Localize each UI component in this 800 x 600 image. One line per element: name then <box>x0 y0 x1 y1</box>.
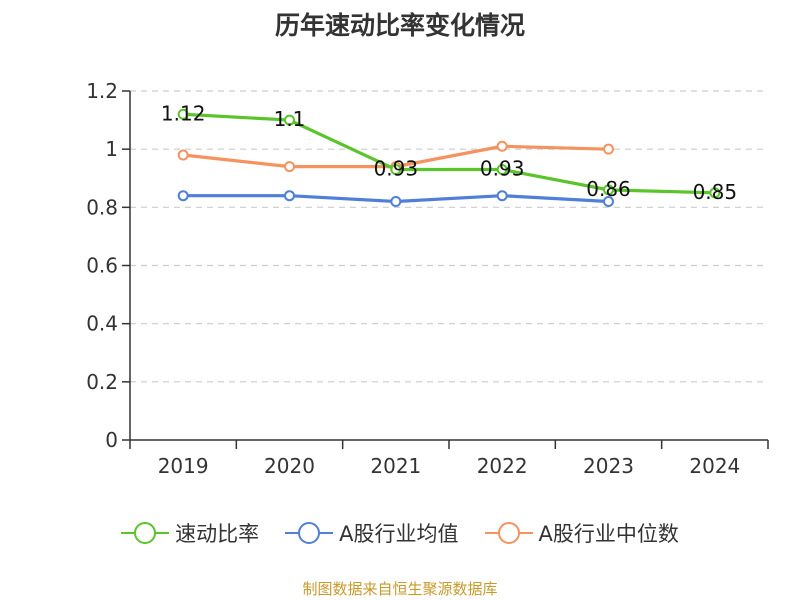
series-point-0 <box>709 187 721 199</box>
x-tick-label: 2022 <box>477 454 528 478</box>
series-point-0 <box>496 164 508 176</box>
series-point-1 <box>603 196 614 208</box>
data-label: 1.12 <box>161 101 206 125</box>
series-point-1 <box>496 190 508 202</box>
series-point-2 <box>496 140 508 152</box>
legend-swatch-quick-ratio <box>121 521 170 545</box>
legend-item-quick-ratio[interactable]: 速动比率 <box>121 518 259 548</box>
data-labels: 1.12 1.1 0.93 0.93 0.86 0.85 <box>161 101 737 204</box>
series-point-0 <box>390 164 402 176</box>
legend-item-industry-median[interactable]: A股行业中位数 <box>484 518 679 548</box>
x-tick-label: 2021 <box>370 454 421 478</box>
series-point-2 <box>284 161 295 173</box>
data-label: 0.93 <box>480 157 525 181</box>
legend-swatch-industry-average <box>285 521 334 545</box>
y-tick-label: 0 <box>105 428 118 452</box>
series-point-0 <box>284 114 295 126</box>
y-tick-label: 0.6 <box>86 254 118 278</box>
data-label: 1.1 <box>274 107 306 131</box>
x-tick-label: 2020 <box>264 454 315 478</box>
data-label: 0.93 <box>374 157 419 181</box>
y-tick-label: 1 <box>105 137 118 161</box>
data-label: 0.86 <box>586 177 631 201</box>
series-point-0 <box>603 184 614 196</box>
series-lines <box>177 108 721 208</box>
legend-label-quick-ratio: 速动比率 <box>175 522 260 546</box>
y-tick-label: 0.8 <box>86 195 118 219</box>
series-point-2 <box>177 149 189 161</box>
legend: 速动比率 A股行业均值 A股行业中位数 <box>0 518 800 548</box>
chart-title: 历年速动比率变化情况 <box>274 11 525 40</box>
y-tick-label: 0.4 <box>86 312 118 336</box>
legend-label-industry-median: A股行业中位数 <box>538 522 679 546</box>
series-point-0 <box>177 108 189 120</box>
y-tick-label: 0.2 <box>86 370 118 394</box>
series-point-1 <box>177 190 189 202</box>
series-line-0 <box>183 112 715 195</box>
source-note: 制图数据来自恒生聚源数据库 <box>302 580 498 598</box>
x-tick-label: 2019 <box>158 454 209 478</box>
series-point-1 <box>284 190 295 202</box>
x-tick-label: 2023 <box>583 454 634 478</box>
y-tick-label: 1.2 <box>86 79 118 103</box>
data-label: 0.85 <box>693 180 738 204</box>
series-point-2 <box>603 143 614 155</box>
x-tick-label: 2024 <box>689 454 740 478</box>
grid-lines <box>130 90 768 383</box>
legend-item-industry-average[interactable]: A股行业均值 <box>285 518 459 548</box>
legend-swatch-industry-median <box>484 521 533 545</box>
legend-label-industry-average: A股行业均值 <box>339 522 459 546</box>
axes: 0 0.2 0.4 0.6 0.8 1 1.2 2019 2020 2021 2022 2023 202… <box>86 79 769 478</box>
series-point-1 <box>390 196 402 208</box>
